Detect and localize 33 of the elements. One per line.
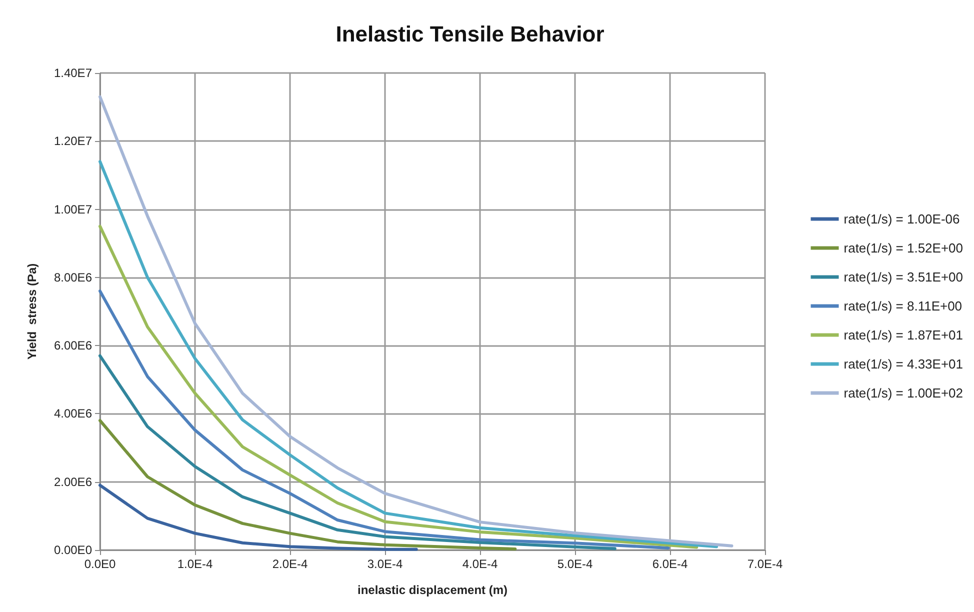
line-series [98,224,698,549]
legend-label: rate(1/s) = 1.52E+00 [844,240,964,256]
line-series [98,354,616,550]
chart-title: Inelastic Tensile Behavior [336,22,605,46]
x-tick-label: 2.0E-4 [272,557,308,571]
y-tick-label: 4.00E6 [54,406,92,421]
legend-label: rate(1/s) = 8.11E+00 [844,298,962,314]
y-tick-label: 0.00E0 [54,543,92,557]
y-axis-title: Yield stress (Pa) [25,263,39,360]
y-tick-label: 8.00E6 [54,270,92,284]
legend-label: rate(1/s) = 1.00E-06 [844,212,960,226]
line-series [98,484,418,551]
line-series [98,290,670,550]
x-tick-label: 6.0E-4 [652,557,688,571]
legend-label: rate(1/s) = 1.87E+01 [844,328,964,342]
x-tick-label: 4.0E-4 [462,557,498,571]
y-tick-label: 1.40E7 [54,66,92,80]
x-tick-label: 7.0E-4 [747,557,783,571]
x-axis-title: inelastic displacement (m) [357,583,508,597]
x-tick-label: 1.0E-4 [177,557,213,571]
y-tick-label: 1.00E7 [54,202,92,216]
x-tick-label: 5.0E-4 [557,557,593,571]
x-tick-label: 0.0E0 [84,557,116,571]
legend-label: rate(1/s) = 4.33E+01 [844,356,964,372]
legend-label: rate(1/s) = 1.00E+02 [844,386,964,400]
y-tick-label: 2.00E6 [54,474,92,489]
line-series [98,160,718,548]
x-tick-label: 3.0E-4 [367,557,403,571]
line-series [98,95,734,548]
legend-label: rate(1/s) = 3.51E+00 [844,270,964,284]
y-tick-label: 1.20E7 [54,134,92,148]
y-tick-label: 6.00E6 [54,338,92,353]
line-series [98,419,517,550]
